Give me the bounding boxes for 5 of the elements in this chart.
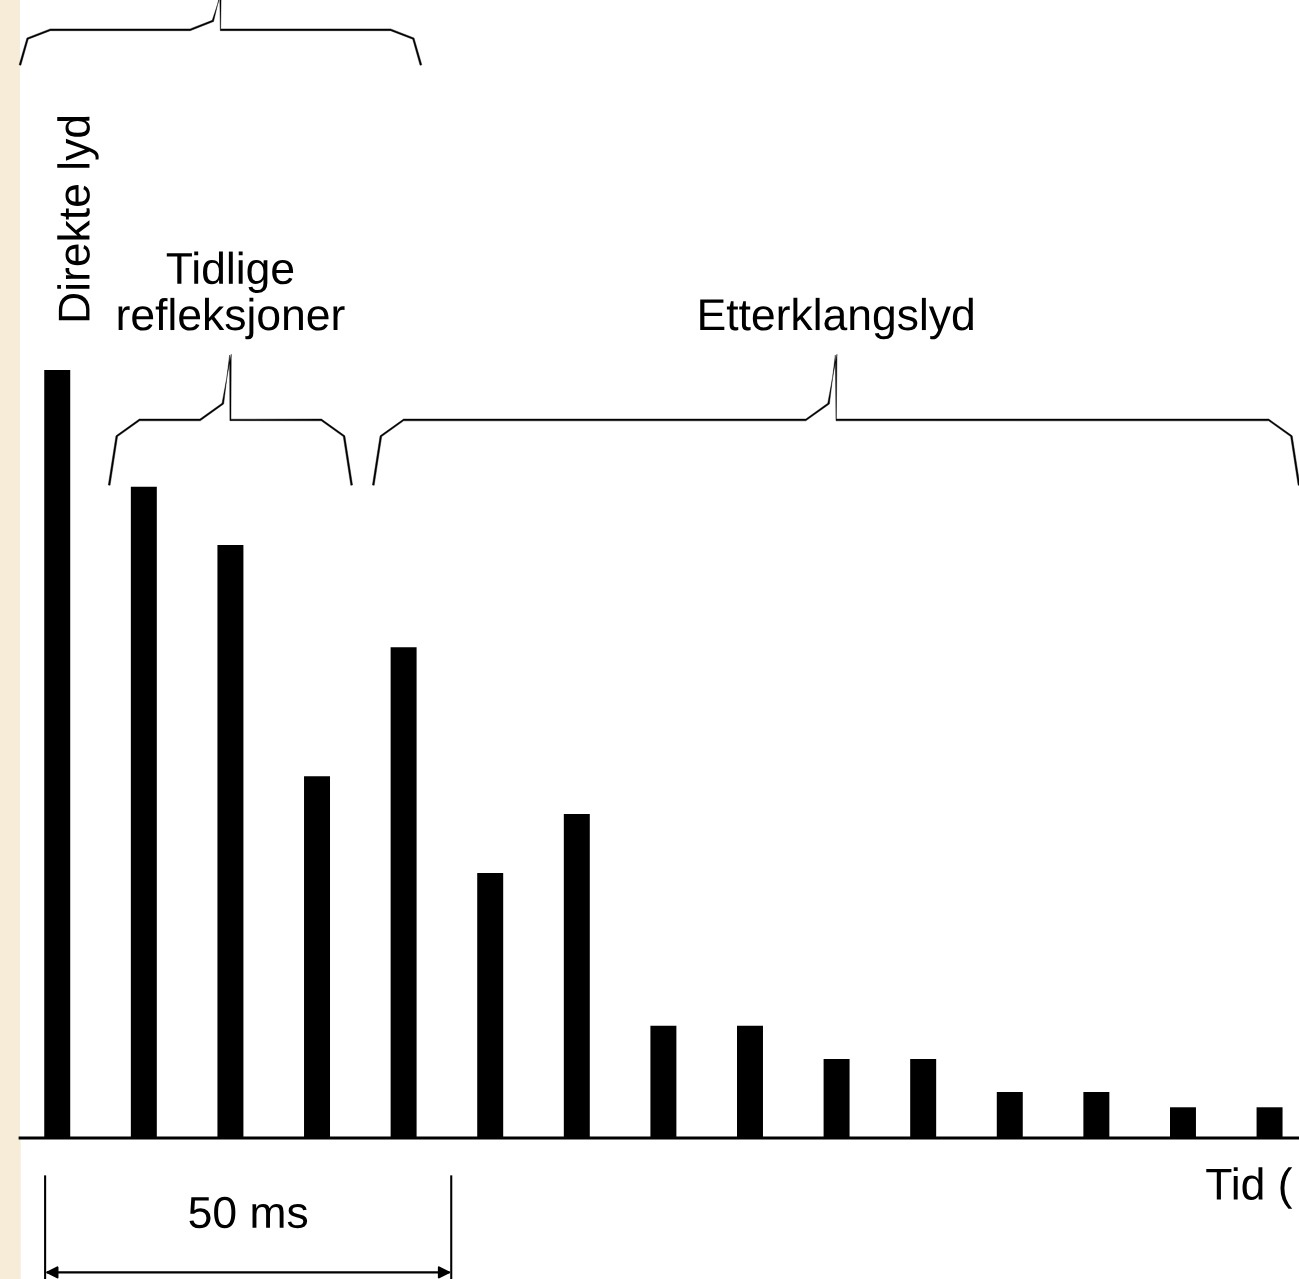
x-axis-title: Tid (	[1206, 1167, 1293, 1209]
text: 50 ms	[189, 1196, 308, 1229]
text: Tidlige refleksjoner	[118, 251, 345, 340]
text: Direkte lyd	[57, 116, 99, 321]
text: Etterklangslyd	[700, 297, 973, 340]
